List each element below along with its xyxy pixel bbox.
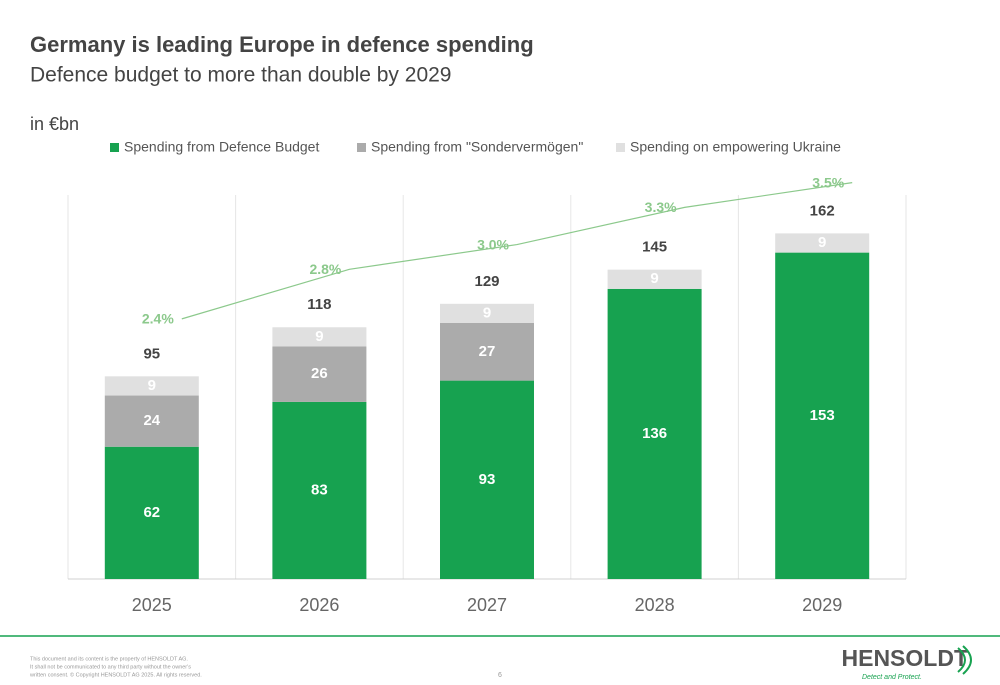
chart-title: Germany is leading Europe in defence spe…	[30, 32, 534, 57]
segment-label: 9	[148, 377, 156, 394]
x-tick-label: 2025	[132, 595, 172, 615]
bar-segment	[272, 327, 367, 347]
bar-segment	[775, 233, 870, 253]
legend-swatch	[110, 143, 119, 152]
segment-label: 83	[311, 481, 328, 498]
bar-segment	[440, 323, 534, 381]
share-label: 3.5%	[812, 174, 844, 190]
segment-label: 27	[479, 343, 496, 360]
segment-label: 153	[810, 407, 835, 424]
share-label: 3.3%	[645, 199, 677, 215]
segment-label: 24	[143, 412, 160, 429]
legend-swatch	[616, 143, 625, 152]
segment-label: 93	[479, 471, 496, 488]
bar-segment	[104, 376, 199, 396]
disclaimer: It shall not be communicated to any thir…	[30, 664, 191, 670]
total-label: 95	[143, 345, 160, 362]
x-tick-label: 2026	[299, 595, 339, 615]
legend-label: Spending from "Sondervermögen"	[371, 139, 583, 155]
chart-subtitle: Defence budget to more than double by 20…	[30, 64, 451, 87]
tagline: Detect and Protect.	[862, 674, 922, 681]
total-label: 129	[474, 273, 499, 290]
total-label: 145	[642, 239, 667, 256]
segment-label: 9	[818, 234, 826, 251]
segment-label: 62	[143, 504, 160, 521]
segment-label: 9	[315, 328, 323, 345]
page-number: 6	[498, 672, 502, 679]
segment-label: 136	[642, 425, 667, 442]
bar-segment	[440, 380, 534, 579]
share-label: 3.0%	[477, 236, 509, 252]
total-label: 162	[810, 202, 835, 219]
bar-segment	[775, 252, 870, 579]
legend-swatch	[357, 143, 366, 152]
x-tick-label: 2029	[802, 595, 842, 615]
total-label: 118	[307, 296, 331, 313]
bar-segment	[440, 303, 534, 323]
legend-label: Spending from Defence Budget	[124, 139, 319, 155]
share-label: 2.4%	[142, 311, 174, 327]
legend-label: Spending on empowering Ukraine	[630, 139, 841, 155]
share-line	[181, 182, 853, 320]
bar-segment	[104, 395, 199, 447]
disclaimer: This document and its content is the pro…	[30, 656, 188, 662]
logo: HENSOLDT	[842, 645, 969, 671]
segment-label: 9	[483, 304, 491, 321]
bar-segment	[607, 288, 702, 579]
bar-segment	[607, 269, 702, 289]
x-tick-label: 2027	[467, 595, 507, 615]
segment-label: 9	[650, 270, 658, 287]
logo-mark	[957, 645, 972, 675]
segment-label: 26	[311, 365, 328, 382]
share-label: 2.8%	[309, 261, 341, 277]
x-tick-label: 2028	[635, 595, 675, 615]
bar-segment	[104, 446, 199, 579]
disclaimer: written consent. © Copyright HENSOLDT AG…	[29, 671, 202, 678]
bar-segment	[272, 401, 367, 579]
unit-label: in €bn	[30, 114, 79, 134]
bar-segment	[272, 346, 367, 402]
